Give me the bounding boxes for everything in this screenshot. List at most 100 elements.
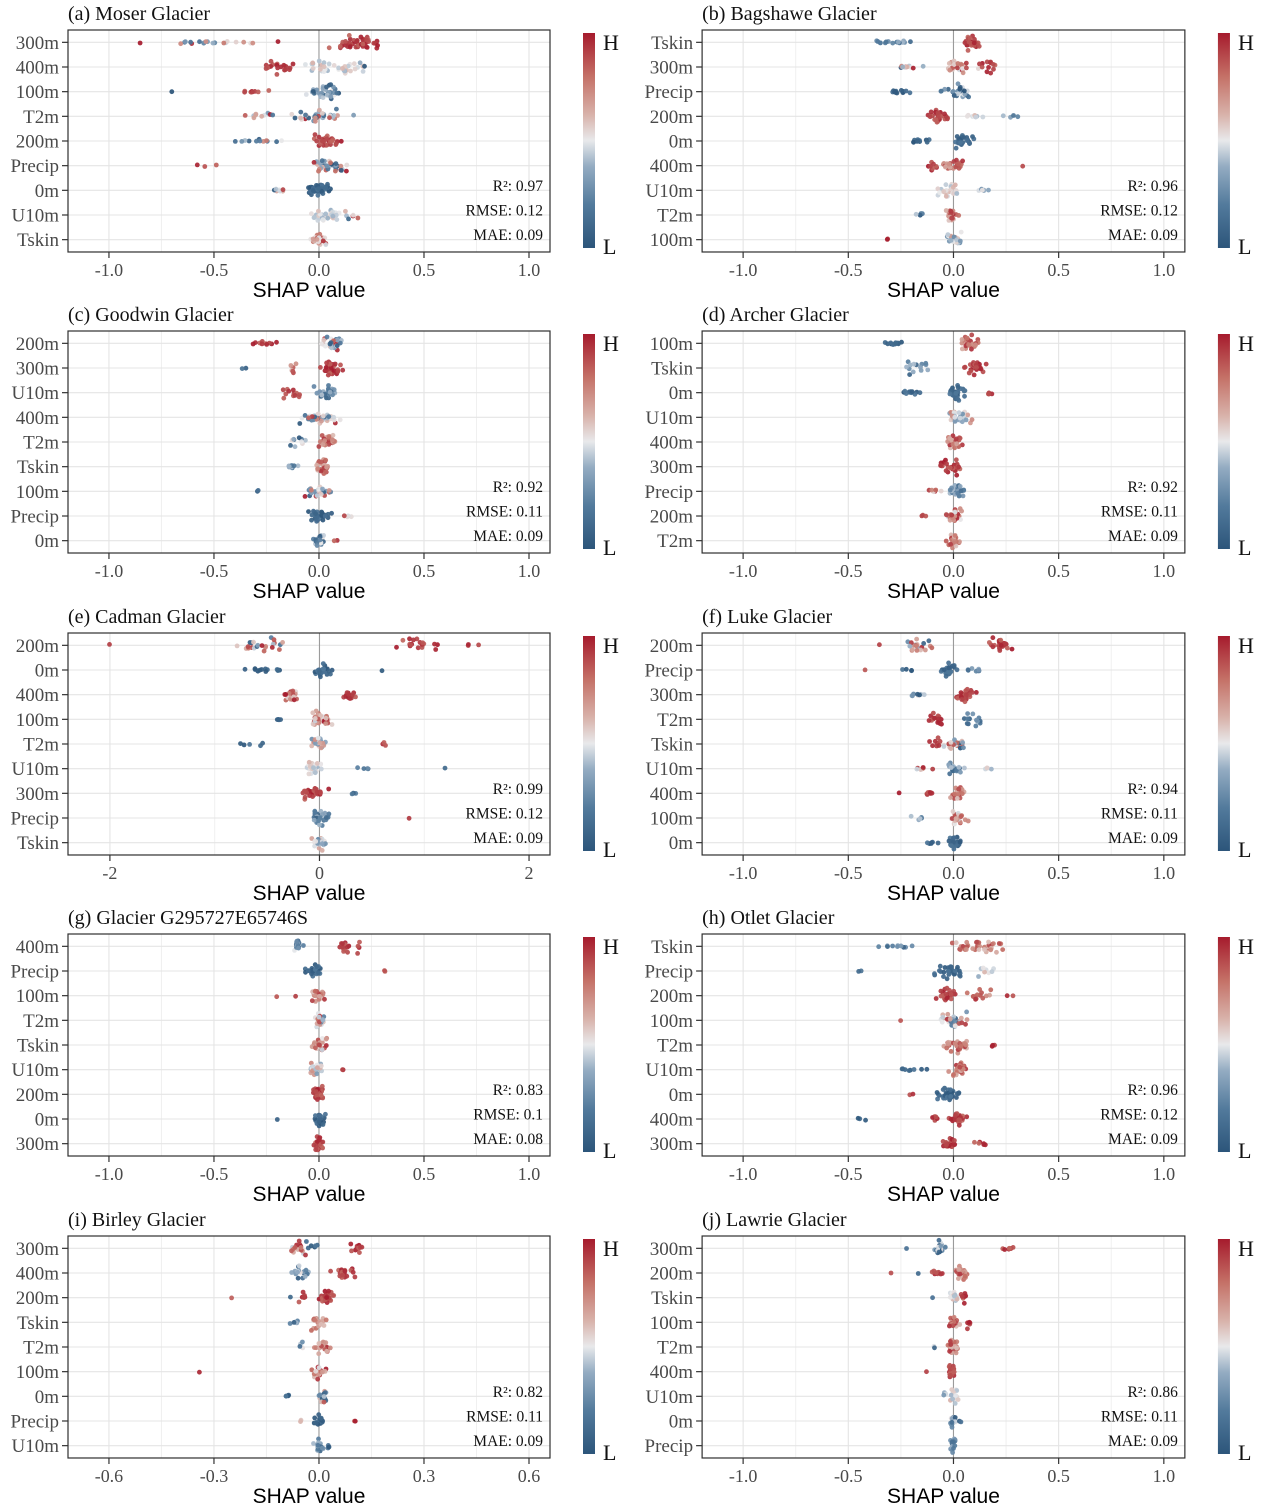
data-point <box>302 788 307 794</box>
data-point <box>943 193 949 199</box>
data-point <box>974 940 979 945</box>
data-point <box>314 1071 320 1077</box>
data-point <box>329 138 335 144</box>
data-point <box>949 1438 955 1444</box>
data-point <box>340 1272 346 1278</box>
data-point <box>903 88 909 94</box>
x-tick-label: 0.5 <box>1047 561 1070 581</box>
x-tick-label: 0.0 <box>942 1466 965 1486</box>
data-point <box>319 158 325 164</box>
panel-title: (e) Cadman Glacier <box>68 606 226 628</box>
data-point <box>1009 646 1015 652</box>
y-axis-label: U10m <box>646 1386 694 1407</box>
data-point <box>951 839 956 845</box>
data-point <box>953 1350 959 1355</box>
data-point <box>326 442 332 448</box>
data-point <box>329 345 334 351</box>
data-point <box>961 388 967 394</box>
data-point <box>934 1090 940 1096</box>
data-point <box>945 968 951 974</box>
data-point <box>948 764 954 770</box>
data-point <box>963 691 969 697</box>
x-tick-label: 0.0 <box>942 863 965 883</box>
data-point <box>948 745 954 751</box>
data-point <box>990 61 996 67</box>
data-point <box>942 1244 948 1250</box>
data-point <box>232 138 238 144</box>
data-point <box>303 92 309 97</box>
data-point <box>331 538 337 544</box>
data-point <box>964 336 970 341</box>
x-axis-title: SHAP value <box>253 1183 366 1205</box>
data-point <box>954 134 960 139</box>
data-point <box>311 1142 317 1148</box>
data-point <box>280 187 286 193</box>
data-point <box>263 643 269 649</box>
x-tick-label: -1.0 <box>95 1164 123 1184</box>
data-point <box>326 434 332 440</box>
data-point <box>316 1119 322 1125</box>
y-axis-label: 300m <box>650 1238 694 1259</box>
colorbar-high-label: H <box>1238 30 1254 55</box>
data-point <box>288 443 293 449</box>
x-tick-label: 1.0 <box>518 1164 540 1184</box>
y-axis-label: 300m <box>650 458 694 479</box>
data-point <box>966 39 972 45</box>
data-point <box>935 840 941 846</box>
x-tick-label: 0.5 <box>413 561 435 581</box>
y-axis-label: 0m <box>669 1085 694 1106</box>
data-point <box>991 66 996 72</box>
data-point <box>938 88 944 94</box>
mae-stat: MAE: 0.09 <box>473 529 543 546</box>
data-point <box>310 710 316 715</box>
data-point <box>948 964 954 970</box>
data-point <box>943 673 949 679</box>
panel-title: (i) Birley Glacier <box>68 1209 206 1231</box>
rmse-stat: RMSE: 0.12 <box>466 805 543 822</box>
x-tick-label: 0 <box>315 863 324 883</box>
data-point <box>957 1064 963 1070</box>
data-point <box>319 510 325 516</box>
data-point <box>954 191 960 196</box>
data-point <box>899 1066 905 1072</box>
r2-stat: R²: 0.82 <box>493 1384 543 1401</box>
data-point <box>362 63 367 69</box>
data-point <box>955 91 961 97</box>
y-axis: Tskin Precip 200m 100m T2m U10m 0m 400m 300m <box>645 937 703 1155</box>
r2-stat: R²: 0.96 <box>1128 178 1179 195</box>
mae-stat: MAE: 0.08 <box>473 1131 543 1148</box>
y-axis-label: Precip <box>10 1411 59 1432</box>
data-point <box>935 1096 940 1102</box>
data-point <box>898 943 904 949</box>
data-point <box>313 993 319 999</box>
colorbar-high-label: H <box>603 331 619 356</box>
data-point <box>927 789 933 795</box>
data-point <box>318 1415 324 1421</box>
data-point <box>932 715 937 721</box>
y-axis-label: 100m <box>650 808 694 829</box>
data-point <box>316 134 322 140</box>
data-point <box>953 1113 958 1118</box>
data-point <box>969 332 975 338</box>
data-point <box>960 493 966 499</box>
data-point <box>348 1241 354 1246</box>
data-point <box>959 1293 965 1299</box>
data-point <box>932 971 937 977</box>
data-point <box>317 1392 323 1397</box>
data-point <box>884 236 890 242</box>
data-point <box>941 969 947 975</box>
data-point <box>340 941 345 947</box>
panel-title: (d) Archer Glacier <box>702 304 849 326</box>
data-point <box>296 435 302 441</box>
data-point <box>289 1247 294 1253</box>
data-point <box>246 138 252 144</box>
y-axis-label: 100m <box>650 230 694 251</box>
colorbar-high-label: H <box>603 934 619 959</box>
data-point <box>952 483 958 489</box>
data-point <box>303 62 308 67</box>
data-points <box>888 1237 1016 1455</box>
panel-title: (c) Goodwin Glacier <box>68 304 234 326</box>
data-point <box>954 157 959 163</box>
data-point <box>980 114 986 120</box>
x-tick-label: 0.0 <box>308 260 330 280</box>
